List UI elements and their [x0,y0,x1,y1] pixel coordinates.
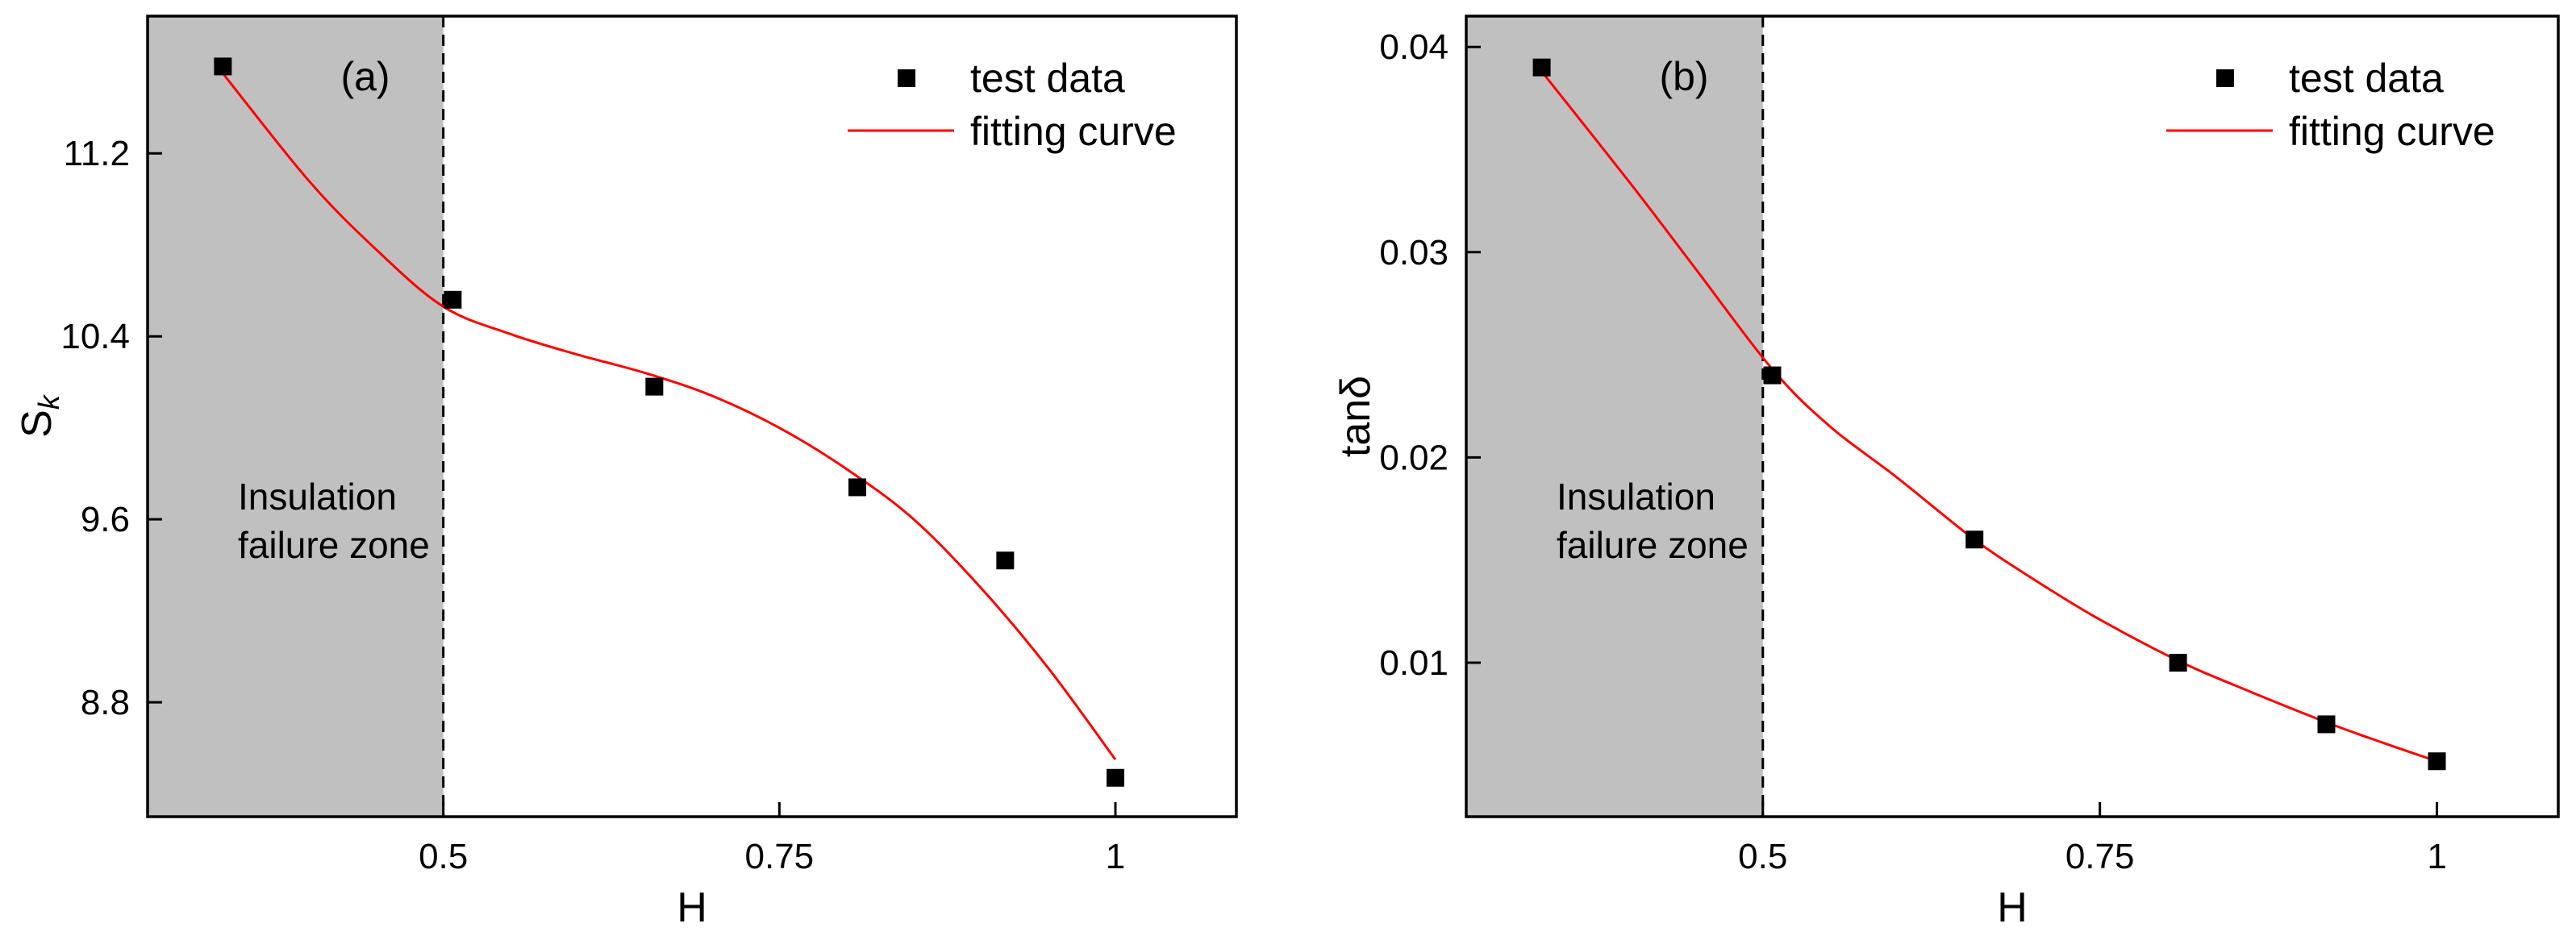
chart-panel-a: 0.5 0.75 1 8.8 9.6 10.4 11.2 (a) Insulation f… [14,15,1238,931]
x-tick-label: 0.75 [745,837,815,876]
plot-frame [146,15,1238,818]
fitting-curve-line [222,72,1117,760]
data-point [1763,366,1782,385]
legend-label-fitting-curve: fitting curve [2289,109,2495,154]
legend-label-test-data: test data [2289,56,2444,101]
data-point [444,290,462,309]
zone-label-line-2: failure zone [238,524,430,566]
panel-label: (b) [1659,54,1708,99]
data-point [848,478,866,497]
data-point [1965,530,1984,549]
x-axis-label: H [677,884,707,931]
x-tick-group: 0.5 0.75 1 [1738,802,2447,876]
y-axis-label-main: S [14,410,60,438]
legend-marker-test-data [2216,69,2234,87]
y-tick-label: 8.8 [81,683,130,722]
y-tick-label: 0.04 [1379,27,1448,67]
test-data-markers [1532,58,2446,771]
insulation-failure-zone [148,16,444,817]
data-point [1532,58,1551,77]
insulation-failure-zone [1466,16,1763,817]
legend: test data fitting curve [2166,56,2495,154]
legend-marker-test-data [898,69,915,87]
data-point [214,57,232,76]
y-tick-label: 9.6 [81,500,130,539]
y-axis-label: Sk [14,393,65,438]
zone-label-line-1: Insulation [1557,476,1715,518]
chart-panel-b: 0.5 0.75 1 0.01 0.02 0.03 0.04 (b) Insulation… [1332,15,2560,931]
y-tick-label: 0.03 [1379,233,1448,272]
y-tick-label: 10.4 [60,317,130,356]
plot-frame [1465,15,2560,818]
data-point [1107,768,1124,787]
x-tick-label: 0.5 [1738,837,1787,876]
data-point [2169,654,2187,672]
y-tick-label: 11.2 [64,134,130,173]
x-tick-label: 0.5 [419,837,468,876]
y-tick-group: 8.8 9.6 10.4 11.2 [60,134,162,722]
x-axis-label: H [1997,884,2028,931]
y-axis-label: tanδ [1332,376,1379,457]
x-tick-label: 1 [1106,837,1125,876]
legend-label-fitting-curve: fitting curve [970,109,1177,154]
x-tick-group: 0.5 0.75 1 [419,802,1125,876]
panel-label: (a) [340,54,390,99]
data-point [2428,752,2446,771]
y-axis-label-subscript: k [32,393,65,410]
zone-label-line-2: failure zone [1557,524,1749,566]
y-tick-group: 0.01 0.02 0.03 0.04 [1379,27,1481,683]
test-data-markers [214,57,1124,787]
x-tick-label: 0.75 [2065,837,2135,876]
x-tick-label: 1 [2427,837,2446,876]
y-tick-label: 0.02 [1379,438,1448,477]
data-point [645,377,664,396]
data-point [996,551,1015,570]
zone-label-line-1: Insulation [238,476,397,518]
legend-label-test-data: test data [970,56,1125,101]
legend: test data fitting curve [848,56,1177,154]
data-point [2317,715,2336,734]
y-tick-label: 0.01 [1379,643,1448,683]
